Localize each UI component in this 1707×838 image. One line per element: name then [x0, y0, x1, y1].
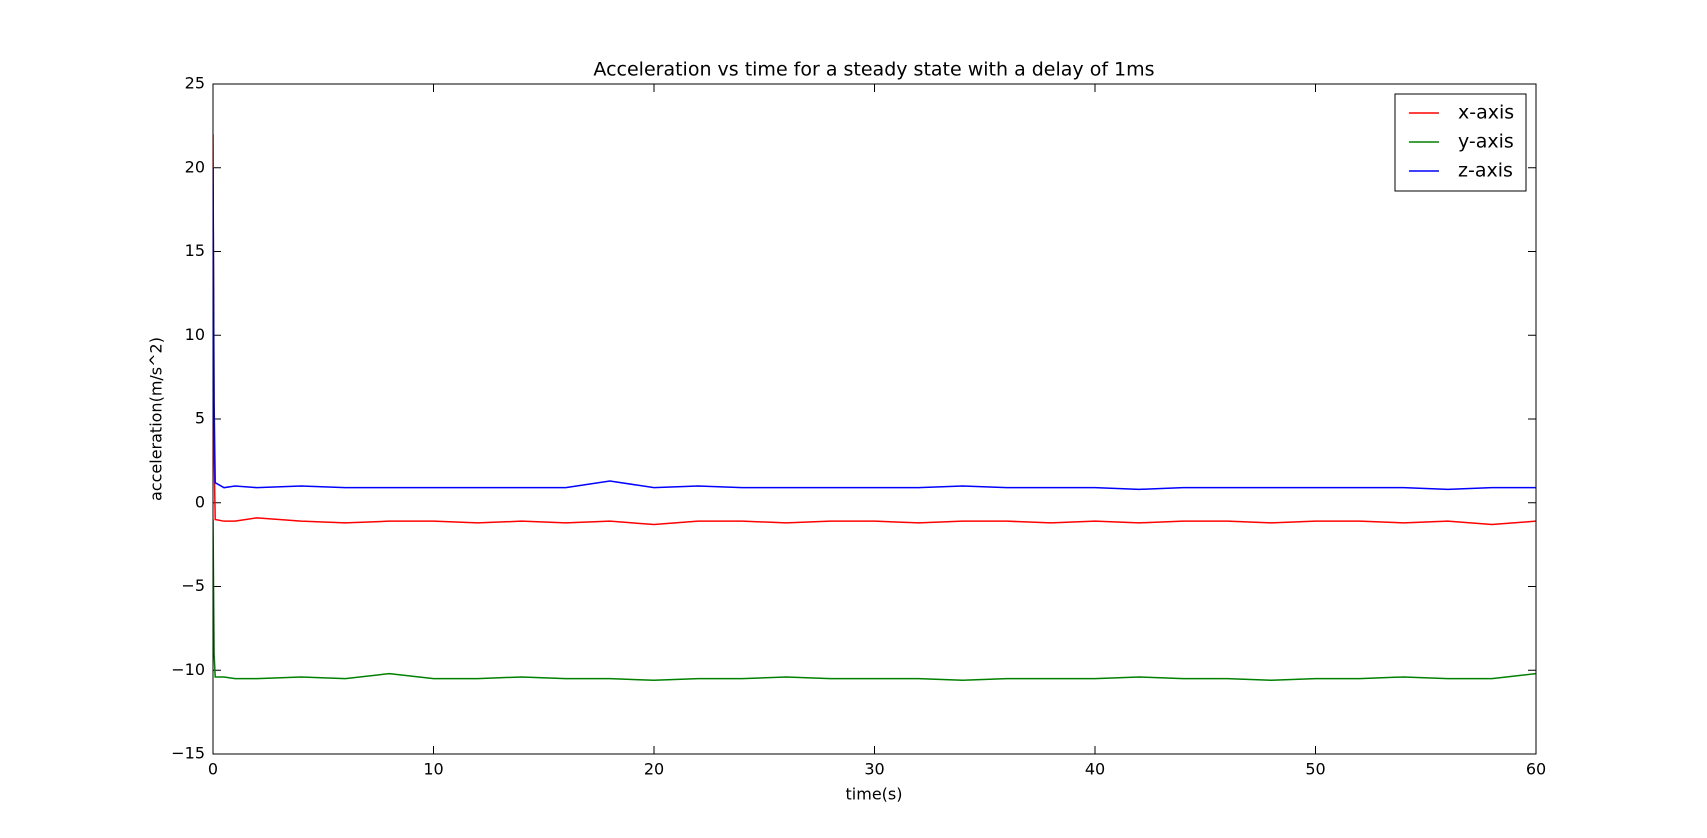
legend-label: y-axis [1458, 131, 1514, 153]
y-tick-label: −15 [171, 744, 205, 763]
series-line [213, 167, 1536, 491]
x-tick-label: 0 [208, 760, 218, 779]
series-line [213, 519, 1536, 682]
x-tick-label: 50 [1305, 760, 1325, 779]
chart-title: Acceleration vs time for a steady state … [593, 59, 1154, 81]
y-tick-label: −10 [171, 660, 205, 679]
legend-label: x-axis [1458, 102, 1514, 124]
series-line [213, 134, 1536, 526]
y-tick-label: −5 [181, 576, 205, 595]
y-tick-label: 15 [185, 241, 205, 260]
y-tick-label: 5 [195, 409, 205, 428]
y-tick-label: 10 [185, 325, 205, 344]
x-tick-label: 10 [423, 760, 443, 779]
plot-frame [212, 83, 1537, 755]
y-tick-label: 0 [195, 492, 205, 511]
legend-label: z-axis [1458, 160, 1513, 182]
y-axis-label: acceleration(m/s^2) [147, 337, 166, 501]
y-tick-label: 25 [185, 74, 205, 93]
x-tick-label: 40 [1085, 760, 1105, 779]
x-tick-label: 30 [864, 760, 884, 779]
x-tick-label: 60 [1526, 760, 1546, 779]
x-axis-label: time(s) [846, 785, 903, 804]
y-tick-label: 20 [185, 157, 205, 176]
x-tick-label: 20 [644, 760, 664, 779]
